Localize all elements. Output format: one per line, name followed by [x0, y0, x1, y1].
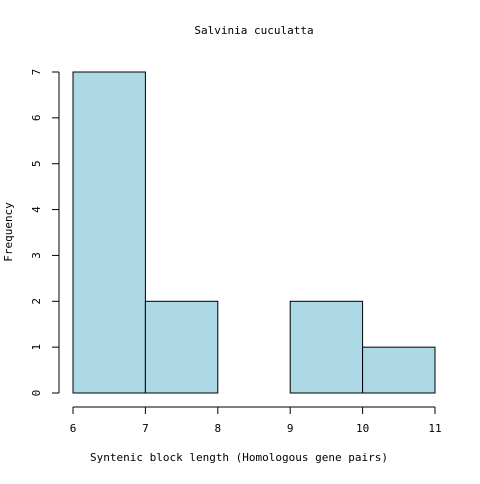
y-tick-label-2: 2 [30, 298, 43, 305]
x-tick-label-3: 9 [287, 422, 294, 435]
y-axis-label: Frequency [2, 202, 15, 262]
y-tick-label-5: 5 [30, 160, 43, 167]
x-tick-label-0: 6 [70, 422, 77, 435]
y-tick-label-6: 6 [30, 115, 43, 122]
y-tick-label-3: 3 [30, 252, 43, 259]
y-tick-label-7: 7 [30, 69, 43, 76]
chart-title: Salvinia cuculatta [194, 24, 313, 37]
histogram-bar-4 [362, 346, 436, 394]
x-tick-label-4: 10 [356, 422, 369, 435]
x-axis: 6 7 8 9 10 11 [70, 406, 442, 435]
histogram-bar-1 [144, 300, 219, 394]
y-tick-label-1: 1 [30, 344, 43, 351]
x-tick-label-5: 11 [428, 422, 441, 435]
histogram-bar-3 [289, 300, 364, 394]
y-tick-label-4: 4 [30, 206, 43, 213]
x-tick-label-2: 8 [214, 422, 221, 435]
y-tick-label-0: 0 [30, 390, 43, 397]
bars-layer [72, 71, 436, 394]
y-axis: 0 1 2 3 4 5 6 7 [30, 69, 60, 397]
histogram-bar-0 [72, 71, 146, 394]
x-axis-label: Syntenic block length (Homologous gene p… [90, 451, 388, 464]
x-tick-label-1: 7 [142, 422, 149, 435]
